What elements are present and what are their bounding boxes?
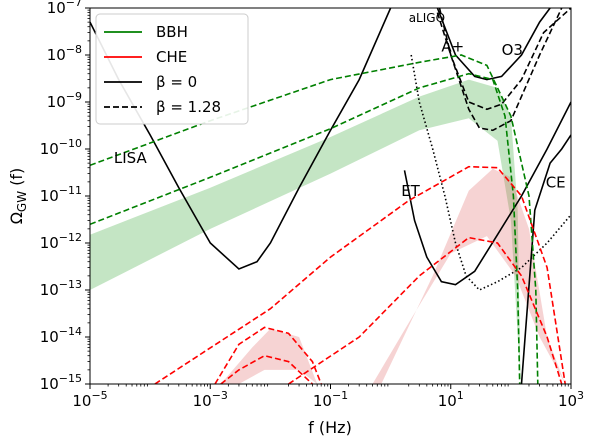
annotation-aligo: aLIGO bbox=[409, 11, 445, 25]
band-bbh-0 bbox=[90, 79, 521, 384]
x-tick-label: 101 bbox=[438, 389, 464, 410]
series-bbh-beta-1-28 bbox=[90, 54, 539, 384]
y-tick-label: 10−8 bbox=[47, 43, 82, 64]
series-che-beta-0-low bbox=[214, 326, 322, 384]
x-tick-label: 10−1 bbox=[313, 389, 348, 410]
annotation-et: ET bbox=[401, 182, 420, 200]
y-tick-label: 10−10 bbox=[40, 137, 82, 158]
series-ce bbox=[520, 134, 571, 384]
legend: BBH CHE β = 0 β = 1.28 bbox=[95, 13, 249, 125]
x-tick-label: 103 bbox=[558, 389, 584, 410]
x-tick-label: 10−3 bbox=[193, 389, 228, 410]
annotation-o3: O3 bbox=[502, 41, 523, 59]
y-tick-label: 10−13 bbox=[40, 278, 82, 299]
legend-box bbox=[95, 13, 249, 125]
series-che-beta-0 bbox=[288, 236, 563, 384]
y-tick-label: 10−12 bbox=[40, 231, 82, 252]
legend-label-beta-1-28: β = 1.28 bbox=[156, 98, 221, 116]
x-tick-label: 10−5 bbox=[72, 389, 107, 410]
series-a bbox=[438, 8, 571, 111]
y-axis-label: ΩGW (f) bbox=[7, 168, 29, 225]
legend-label-che: CHE bbox=[156, 48, 187, 66]
y-tick-label: 10−9 bbox=[47, 90, 82, 111]
annotation-a: A+ bbox=[441, 37, 464, 55]
x-axis-label: f (Hz) bbox=[308, 418, 352, 437]
series-aligo bbox=[410, 54, 571, 291]
y-tick-label: 10−15 bbox=[40, 372, 82, 393]
series-layer bbox=[90, 8, 571, 384]
series-et bbox=[403, 101, 571, 286]
series-che-beta-1-28 bbox=[154, 165, 566, 384]
legend-label-beta-0: β = 0 bbox=[156, 73, 197, 91]
band-che-1 bbox=[372, 168, 566, 384]
series-bbh-beta-0 bbox=[90, 72, 521, 384]
y-tick-label: 10−7 bbox=[47, 0, 82, 17]
annotation-lisa: LISA bbox=[114, 149, 148, 167]
series-o3-beta-0 bbox=[436, 8, 551, 81]
series-lisa bbox=[90, 8, 392, 270]
ticks-layer: 10−5 10−3 10−1 101 103 10−15 10−14 10−13 10−12 10… bbox=[40, 0, 584, 410]
y-tick-label: 10−14 bbox=[40, 325, 82, 346]
annotation-ce: CE bbox=[546, 174, 566, 192]
annotations-layer: LISA aLIGO A+ O3 ET CE bbox=[114, 11, 566, 200]
legend-label-bbh: BBH bbox=[156, 23, 188, 41]
y-tick-label: 10−11 bbox=[40, 184, 82, 205]
